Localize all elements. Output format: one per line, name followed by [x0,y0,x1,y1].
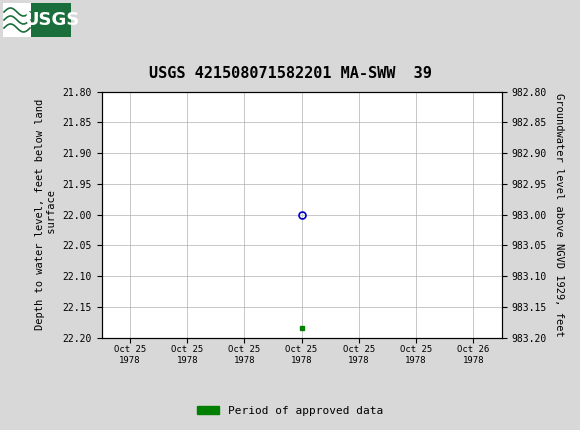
Text: USGS 421508071582201 MA-SWW  39: USGS 421508071582201 MA-SWW 39 [148,66,432,81]
Bar [3,3,71,37]
Y-axis label: Depth to water level, feet below land
 surface: Depth to water level, feet below land su… [35,99,57,330]
Y-axis label: Groundwater level above NGVD 1929, feet: Groundwater level above NGVD 1929, feet [554,93,564,336]
Bar [3,3,31,37]
Legend: Period of approved data: Period of approved data [193,401,387,420]
Text: USGS: USGS [24,11,79,29]
